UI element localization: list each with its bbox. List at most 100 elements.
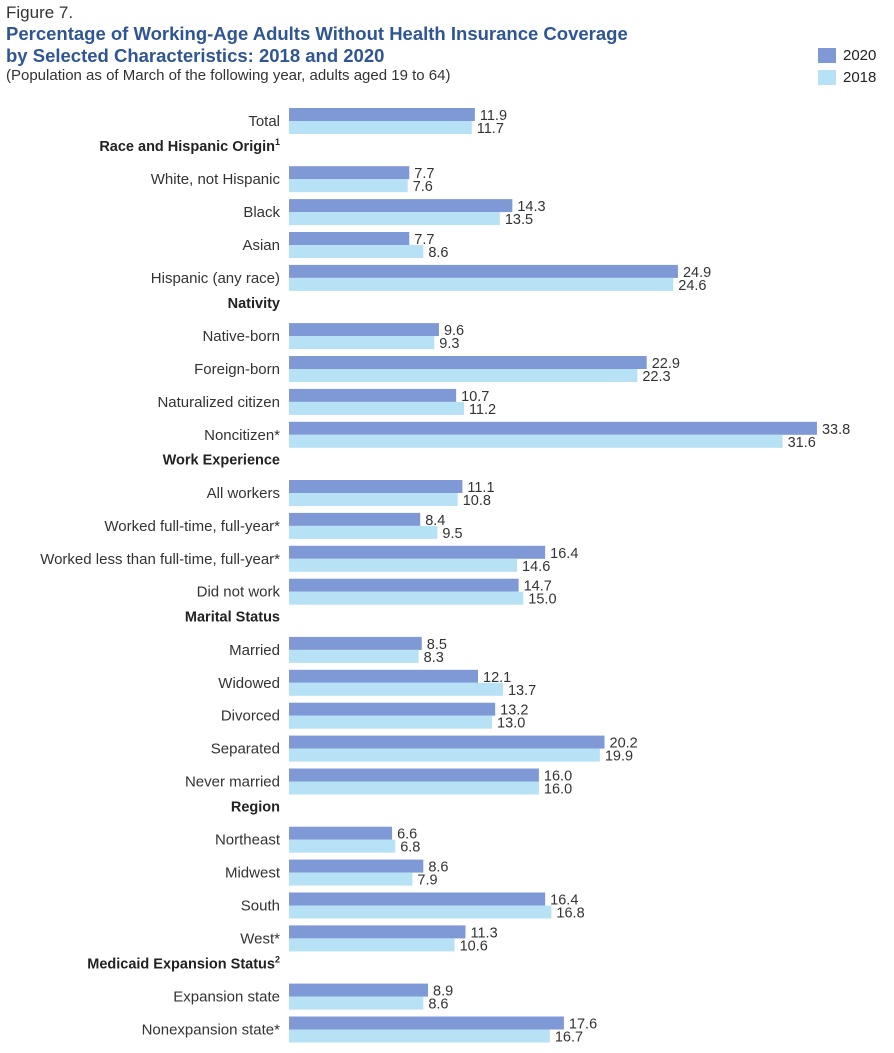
bar-2020-south	[289, 892, 546, 906]
value-label-2020-black: 14.3	[517, 199, 545, 215]
value-label-2018-naturalized-citizen: 11.2	[469, 402, 496, 418]
value-label-2020-west: 11.3	[471, 925, 498, 941]
value-label-2018-midwest: 7.9	[417, 873, 437, 889]
value-label-2020-naturalized-citizen: 10.7	[461, 389, 489, 405]
value-label-2018-widowed: 13.7	[508, 683, 536, 699]
value-label-2018-married: 8.3	[424, 650, 444, 666]
bar-2018-widowed	[289, 682, 503, 696]
bar-2018-northeast	[289, 839, 396, 853]
category-label-widowed: Widowed	[218, 675, 280, 692]
bar-2020-all-workers	[289, 480, 463, 493]
bar-2018-never-married	[289, 781, 539, 795]
category-label-all-workers: All workers	[207, 485, 280, 502]
value-label-2020-expansion-state: 8.9	[433, 984, 453, 1000]
category-label-south: South	[241, 898, 280, 915]
category-label-west: West*	[240, 930, 280, 947]
value-label-2018-noncitizen: 31.6	[788, 435, 816, 451]
category-label-married: Married	[229, 642, 280, 659]
figure-label: Figure 7.	[6, 3, 74, 22]
value-label-2020-worked-full-time-full-year: 8.4	[425, 513, 445, 529]
value-label-2018-native-born: 9.3	[439, 336, 459, 352]
group-label-race-and-hispanic-origin: Race and Hispanic Origin1	[99, 137, 280, 155]
category-label-never-married: Never married	[185, 774, 280, 791]
bar-2020-did-not-work	[289, 578, 519, 592]
category-label-foreign-born: Foreign-born	[194, 361, 280, 378]
legend-label-2018: 2018	[843, 68, 877, 86]
bar-2020-worked-less-than-full-time-full-year	[289, 545, 546, 559]
group-label-region: Region	[231, 799, 280, 815]
group-label-medicaid-expansion-status: Medicaid Expansion Status2	[87, 954, 280, 972]
bar-2018-foreign-born	[289, 369, 638, 382]
bar-2020-divorced	[289, 702, 496, 716]
value-label-2020-did-not-work: 14.7	[524, 579, 552, 595]
chart-title-line-1: Percentage of Working-Age Adults Without…	[6, 23, 628, 44]
value-label-2018-south: 16.8	[556, 906, 584, 922]
bar-2020-midwest	[289, 859, 424, 873]
bar-2018-worked-full-time-full-year	[289, 525, 438, 539]
bar-2020-never-married	[289, 768, 539, 782]
bar-2018-separated	[289, 748, 600, 762]
value-label-2020-south: 16.4	[550, 893, 578, 909]
category-label-noncitizen: Noncitizen*	[204, 427, 280, 444]
value-label-2018-hispanic-any-race: 24.6	[678, 278, 706, 294]
category-label-worked-full-time-full-year: Worked full-time, full-year*	[104, 518, 280, 535]
bar-2018-native-born	[289, 336, 435, 350]
bar-2020-naturalized-citizen	[289, 388, 457, 402]
bar-2018-noncitizen	[289, 434, 783, 448]
bar-2018-worked-less-than-full-time-full-year	[289, 558, 518, 572]
legend-swatch-2020	[818, 47, 836, 63]
bar-2020-total	[289, 108, 475, 121]
group-label-work-experience: Work Experience	[163, 453, 280, 469]
value-label-2020-noncitizen: 33.8	[822, 422, 850, 438]
value-label-2020-all-workers: 11.1	[467, 480, 494, 496]
bar-2018-married	[289, 649, 419, 663]
value-label-2018-northeast: 6.8	[400, 840, 420, 856]
legend-item-2020: 2020	[818, 45, 876, 65]
bar-2018-south	[289, 905, 552, 919]
footnote-marker: 2	[275, 954, 280, 964]
value-label-2020-separated: 20.2	[610, 736, 638, 752]
value-label-2020-married: 8.5	[427, 637, 447, 653]
chart-title: Percentage of Working-Age Adults Without…	[6, 23, 786, 67]
bar-2020-white-not-hispanic	[289, 166, 410, 180]
bar-2018-naturalized-citizen	[289, 401, 464, 415]
category-label-expansion-state: Expansion state	[173, 989, 280, 1006]
value-label-2018-foreign-born: 22.3	[642, 369, 670, 385]
value-label-2018-worked-less-than-full-time-full-year: 14.6	[522, 559, 550, 575]
bar-2020-nonexpansion-state	[289, 1016, 564, 1030]
bar-2020-married	[289, 636, 422, 650]
bar-2018-black	[289, 212, 500, 226]
bar-2018-asian	[289, 245, 424, 258]
category-label-naturalized-citizen: Naturalized citizen	[157, 394, 280, 411]
value-label-2018-did-not-work: 15.0	[528, 592, 556, 608]
value-label-2018-black: 13.5	[505, 212, 533, 228]
value-label-2018-expansion-state: 8.6	[428, 997, 448, 1013]
bar-2020-separated	[289, 735, 605, 749]
value-label-2020-hispanic-any-race: 24.9	[683, 265, 711, 281]
bar-2018-midwest	[289, 872, 413, 886]
bar-2020-asian	[289, 232, 410, 245]
value-label-2020-native-born: 9.6	[444, 323, 464, 339]
category-label-midwest: Midwest	[225, 865, 281, 882]
bar-2020-black	[289, 199, 513, 213]
value-label-2018-white-not-hispanic: 7.6	[413, 179, 433, 195]
footnote-marker: 1	[275, 137, 280, 147]
value-label-2018-nonexpansion-state: 16.7	[555, 1030, 583, 1046]
bar-2018-white-not-hispanic	[289, 179, 408, 193]
legend-swatch-2018	[818, 69, 836, 85]
value-label-2018-never-married: 16.0	[544, 782, 572, 798]
legend-label-2020: 2020	[843, 46, 877, 64]
category-label-nonexpansion-state: Nonexpansion state*	[142, 1022, 281, 1039]
group-label-nativity: Nativity	[228, 296, 280, 312]
bar-2018-did-not-work	[289, 591, 524, 605]
bar-2020-northeast	[289, 826, 393, 840]
category-label-worked-less-than-full-time-full-year: Worked less than full-time, full-year*	[40, 551, 280, 568]
category-label-did-not-work: Did not work	[197, 584, 281, 601]
bar-2020-native-born	[289, 323, 439, 337]
bar-2018-nonexpansion-state	[289, 1029, 550, 1043]
bar-2020-widowed	[289, 669, 479, 683]
category-label-native-born: Native-born	[202, 328, 280, 345]
value-label-2018-all-workers: 10.8	[463, 493, 491, 509]
category-label-total: Total	[248, 113, 280, 130]
